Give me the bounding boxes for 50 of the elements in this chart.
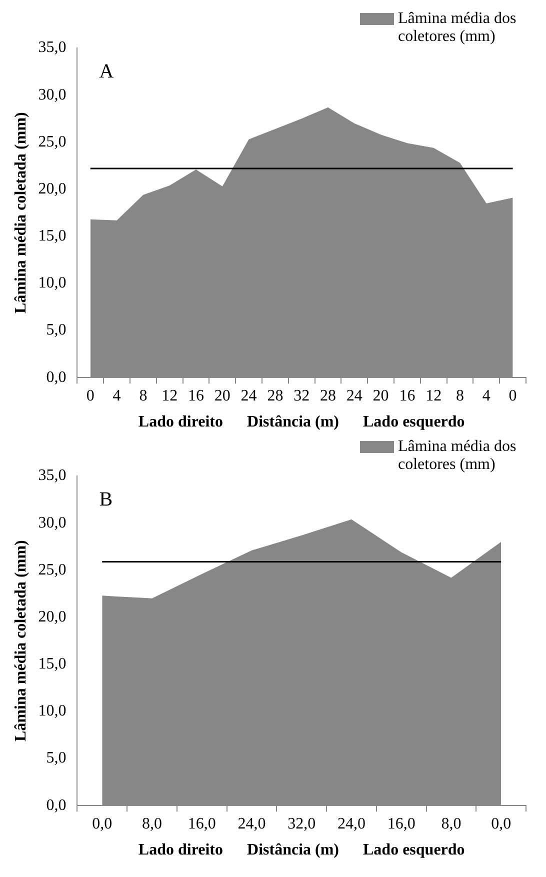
x-tick-label: 4 [112,387,121,404]
legend-label: Lâmina média dos coletores (mm) [398,438,518,474]
x-tick-label: 24,0 [337,815,366,832]
y-tick-label: 20,0 [38,608,66,626]
annotation: B [99,488,113,510]
x-tick-label: 0 [86,387,94,404]
y-tick-label: 10,0 [38,274,66,292]
x-tick-label: 8,0 [441,815,462,832]
x-tick-label: 24,0 [238,815,266,832]
y-tick-label: 10,0 [38,702,66,720]
x-tick-label: 32,0 [288,815,316,832]
y-tick-label: 15,0 [38,228,66,245]
x-tick-label: 4 [482,387,490,404]
x-tick-label: 24 [240,387,257,404]
x-axis-title: Lado direito Distância (m) Lado esquerdo [138,414,465,431]
y-tick-label: 35,0 [38,467,66,484]
x-tick-label: 0 [508,387,517,404]
x-tick-label: 12 [162,387,178,404]
y-tick-label: 30,0 [38,514,66,532]
y-tick-label: 25,0 [38,561,66,578]
x-tick-label: 28 [267,387,284,404]
x-tick-label: 24 [346,387,362,404]
x-tick-label: 0,0 [92,815,112,832]
x-tick-label: 20 [214,387,230,404]
x-tick-label: 0,0 [491,815,512,832]
x-tick-label: 8 [456,387,464,404]
y-tick-label: 25,0 [38,133,66,150]
y-tick-label: 20,0 [38,180,66,198]
legend-label: Lâmina média dos coletores (mm) [398,10,518,46]
x-tick-label: 16 [188,387,204,404]
x-tick-label: 8 [139,387,148,404]
y-axis-title: Lâmina média coletada (mm) [12,540,30,742]
y-tick-label: 0,0 [46,368,66,386]
x-tick-label: 16,0 [387,815,416,832]
annotation: A [99,60,114,82]
y-tick-label: 30,0 [38,86,66,104]
y-tick-label: 5,0 [46,750,66,767]
x-tick-label: 12 [426,387,442,404]
x-tick-label: 16 [399,387,416,404]
x-tick-label: 28 [320,387,336,404]
y-tick-label: 0,0 [46,796,66,814]
x-tick-label: 16,0 [188,815,216,832]
y-tick-label: 15,0 [38,656,66,673]
x-axis-title: Lado direito Distância (m) Lado esquerdo [138,842,465,859]
y-tick-label: 35,0 [38,39,66,56]
x-tick-label: 20 [372,387,389,404]
x-tick-label: 8,0 [142,815,162,832]
y-axis-title: Lâmina média coletada (mm) [12,112,30,314]
y-tick-label: 5,0 [46,322,66,339]
x-tick-label: 32 [294,387,310,404]
